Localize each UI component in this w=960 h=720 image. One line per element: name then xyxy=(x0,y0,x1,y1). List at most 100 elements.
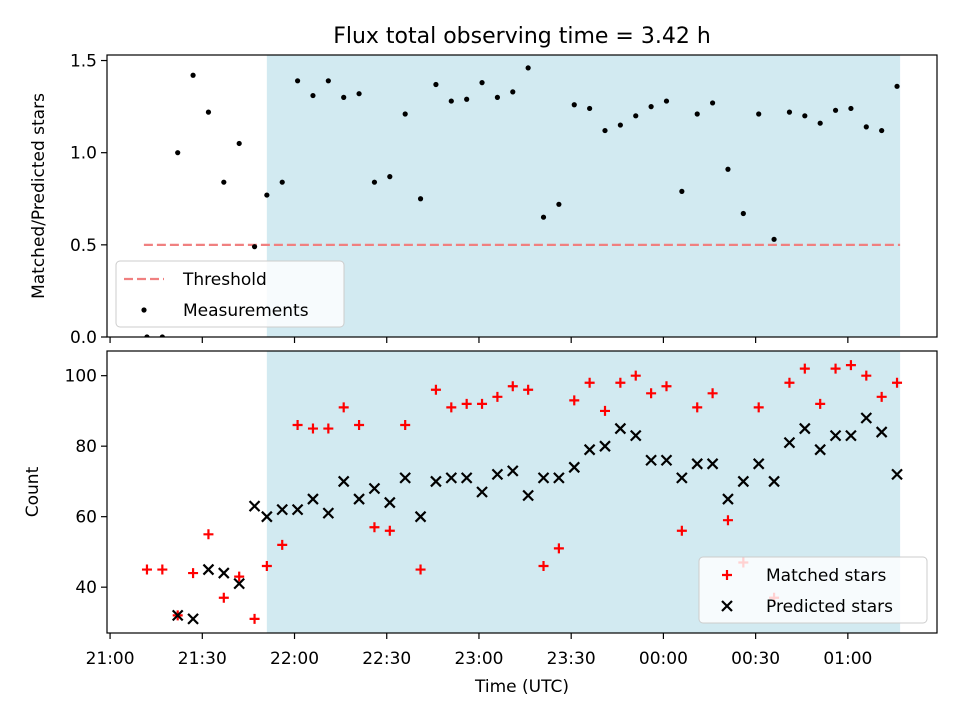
matched-star-point xyxy=(538,561,549,572)
matched-star-point xyxy=(661,381,672,392)
matched-star-point xyxy=(507,381,518,392)
measurement-point xyxy=(740,210,746,217)
x-tick-label: 22:00 xyxy=(270,649,319,669)
predicted-star-point xyxy=(629,429,642,442)
matched-star-point xyxy=(141,564,152,575)
matched-star-point xyxy=(234,571,245,582)
measurement-point xyxy=(556,201,562,207)
measurement-point xyxy=(525,65,531,71)
measurement-point xyxy=(371,179,378,185)
matched-star-point xyxy=(753,402,764,413)
axes-frame xyxy=(106,54,938,338)
measurement-point xyxy=(848,105,854,112)
predicted-star-point xyxy=(430,475,442,488)
measurement-point xyxy=(540,214,547,220)
predicted-star-point xyxy=(860,412,873,424)
measurement-point xyxy=(236,140,242,147)
matched-star-point xyxy=(861,370,872,381)
y-tick-label: 60 xyxy=(75,508,97,528)
predicted-star-point xyxy=(845,429,857,442)
predicted-star-point xyxy=(399,472,411,484)
y-tick-label: 0.0 xyxy=(70,328,97,348)
matched-star-point xyxy=(249,613,260,624)
predicted-star-point xyxy=(384,496,396,509)
matched-star-point xyxy=(461,398,472,409)
matched-star-point xyxy=(707,388,718,399)
legend: Threshold Measurements xyxy=(115,260,345,328)
measurement-point xyxy=(279,179,285,185)
predicted-star-point xyxy=(706,458,719,470)
measurement-point xyxy=(251,244,258,250)
matched-star-point xyxy=(492,391,503,402)
matched-star-point xyxy=(203,529,214,540)
legend: Matched stars Predicted stars xyxy=(698,556,928,624)
matched-star-point xyxy=(157,564,168,575)
predicted-star-point xyxy=(522,489,534,502)
measurement-point xyxy=(190,72,196,78)
matched-star-point xyxy=(323,423,334,434)
legend-measurement-swatch xyxy=(141,307,147,313)
measurement-point xyxy=(448,98,454,104)
x-axis-label: Time (UTC) xyxy=(474,677,569,697)
legend-label: Threshold xyxy=(182,270,267,290)
measurement-point xyxy=(802,113,808,119)
measurement-point xyxy=(205,109,212,115)
predicted-star-point xyxy=(614,422,627,435)
measurement-point xyxy=(510,89,516,95)
count-panel: 40 60 80 100 21:00 21:30 22:00 22:30 23:00 23:30 0… xyxy=(23,350,938,669)
measurement-point xyxy=(786,109,793,115)
matched-star-point xyxy=(307,423,318,434)
matched-star-point xyxy=(354,420,365,431)
predicted-star-point xyxy=(660,454,673,467)
measurement-point xyxy=(648,104,654,110)
y-tick-label: 1.5 xyxy=(70,52,97,72)
measurement-point xyxy=(832,107,839,113)
matched-star-point xyxy=(188,568,199,579)
matched-star-point xyxy=(384,525,395,536)
predicted-star-point xyxy=(645,454,657,467)
predicted-star-point xyxy=(491,468,504,481)
measurement-point xyxy=(264,192,270,198)
matched-star-point xyxy=(646,388,657,399)
measurement-point xyxy=(771,236,777,242)
predicted-star-point xyxy=(233,577,245,590)
measurement-point xyxy=(433,81,439,88)
measurement-point xyxy=(325,78,331,84)
measurement-point xyxy=(310,92,316,99)
predicted-star-point xyxy=(783,436,796,449)
x-tick-label: 00:30 xyxy=(731,649,780,669)
measurement-point xyxy=(356,91,362,97)
matched-star-point xyxy=(369,522,380,533)
matched-star-point xyxy=(338,402,349,413)
matched-star-point xyxy=(553,543,564,554)
x-tick-label: 23:00 xyxy=(454,649,503,669)
x-tick-label: 00:00 xyxy=(639,649,688,669)
predicted-star-point xyxy=(307,493,319,505)
legend-box xyxy=(698,556,928,624)
measurement-point xyxy=(221,179,227,185)
measurement-point xyxy=(602,127,608,134)
measurement-point xyxy=(756,111,762,117)
chart-title: Flux total observing time = 3.42 h xyxy=(333,24,711,49)
matched-star-point xyxy=(400,420,411,431)
y-axis-label: Matched/Predicted stars xyxy=(29,93,49,299)
measurement-point xyxy=(294,78,301,84)
measurement-point xyxy=(894,83,900,89)
predicted-star-point xyxy=(291,503,304,516)
measurement-point xyxy=(494,94,501,100)
matched-star-point xyxy=(722,515,733,526)
predicted-star-point xyxy=(599,440,611,452)
measurement-point xyxy=(159,334,165,337)
matched-star-point xyxy=(261,561,272,572)
matched-star-point xyxy=(615,377,626,388)
observing-window-band xyxy=(266,55,901,337)
matched-star-point xyxy=(799,363,810,374)
predicted-star-point xyxy=(414,510,427,523)
series-matched-stars xyxy=(141,360,903,624)
y-tick-label: 80 xyxy=(75,437,97,457)
y-tick-label: 40 xyxy=(75,578,97,598)
matched-star-point xyxy=(523,384,534,395)
predicted-star-point xyxy=(553,472,565,484)
matched-star-point xyxy=(477,398,488,409)
